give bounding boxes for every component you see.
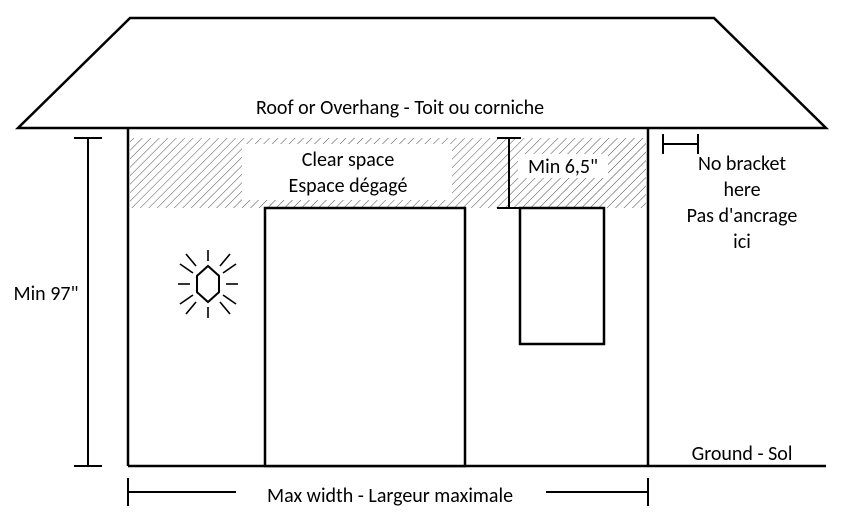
no-bracket-fr2: ici: [733, 230, 751, 254]
clear-space-en: Clear space: [302, 148, 395, 172]
min-height-label: Min 97": [13, 282, 78, 306]
window: [520, 208, 604, 344]
roof-label: Roof or Overhang - Toit ou corniche: [256, 96, 544, 120]
no-bracket-fr1: Pas d'ancrage: [687, 204, 798, 228]
light-icon: [197, 266, 219, 302]
installation-diagram: Roof or Overhang - Toit ou corniche Clear…: [0, 0, 844, 524]
ground-label: Ground - Sol: [692, 442, 793, 466]
max-width-label: Max width - Largeur maximale: [267, 484, 513, 508]
clear-space-fr: Espace dégagé: [289, 174, 408, 198]
min-clear-label: Min 6,5": [528, 155, 598, 179]
door: [265, 208, 465, 466]
no-bracket-en: No bracket: [698, 152, 786, 176]
no-bracket-here: here: [723, 178, 760, 202]
